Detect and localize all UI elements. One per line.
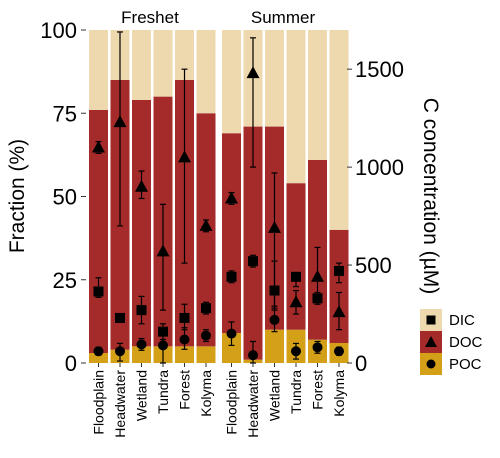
y-axis-label-left: Fraction (%) (6, 139, 29, 253)
left-tick-label: 0 (65, 351, 77, 376)
panel-strip-summer (219, 3, 347, 30)
point-poc (158, 340, 168, 351)
point-poc (179, 334, 190, 345)
point-doc (246, 66, 260, 79)
bar-segment-doc (243, 126, 263, 360)
point-dic (115, 312, 125, 323)
x-tick-label: Headwater (245, 370, 261, 438)
legend-label-doc: DOC (449, 334, 483, 351)
bar-segment-poc (132, 346, 151, 363)
left-tick-label: 75 (53, 101, 77, 126)
point-poc (248, 350, 258, 361)
point-dic (136, 305, 147, 316)
point-doc (135, 179, 148, 192)
point-doc (289, 295, 303, 308)
bar-segment-dic (132, 30, 151, 100)
x-tick-label: Forest (310, 370, 326, 410)
point-dic (158, 326, 168, 337)
right-tick-label: 0 (355, 351, 367, 376)
left-tick-label: 25 (53, 268, 77, 293)
point-doc (332, 305, 346, 318)
point-poc (115, 346, 125, 357)
point-doc (178, 150, 191, 163)
bar-segment-dic (286, 30, 306, 184)
y-axis-label-right: C concentration (µM) (419, 98, 442, 295)
bar-segment-doc (132, 99, 151, 347)
bar-segment-poc (89, 353, 108, 363)
point-poc (312, 342, 323, 353)
point-doc (199, 218, 213, 231)
x-tick-label: Wetland (134, 370, 150, 421)
legend-label-dic: DIC (449, 312, 475, 329)
panels (86, 30, 349, 364)
panel-title-freshet: Freshet (121, 8, 179, 27)
legend-marker-triangle (425, 336, 437, 347)
point-poc (93, 346, 104, 357)
point-dic (248, 256, 258, 267)
bar-segment-dic (175, 30, 194, 80)
point-dic (226, 271, 237, 282)
left-tick-label: 50 (53, 185, 77, 210)
point-doc (311, 269, 324, 282)
x-tick-label: Tundra (288, 370, 304, 414)
bar-segment-doc (222, 133, 241, 334)
x-tick-label: Forest (177, 370, 193, 410)
panel-headers: Freshet Summer (86, 3, 347, 30)
point-dic (179, 312, 190, 323)
legend-label-poc: POC (449, 356, 482, 373)
right-tick-label: 500 (355, 253, 392, 278)
left-tick-label: 100 (40, 18, 77, 43)
point-doc (92, 140, 105, 153)
bar-segment-poc (196, 346, 216, 363)
point-poc (269, 314, 280, 325)
bar-segment-dic (265, 30, 284, 127)
bar-segment-doc (286, 183, 306, 330)
x-tick-label: Wetland (267, 370, 283, 421)
point-poc (136, 339, 147, 350)
bar-segment-dic (222, 30, 241, 134)
bar-segment-poc (265, 329, 284, 363)
x-tick-label: Headwater (112, 370, 128, 438)
point-dic (201, 303, 211, 314)
x-tick-labels: Floodplain Headwater Wetland Tundra Forest Ko… (91, 363, 347, 438)
right-tick-label: 1500 (355, 57, 404, 82)
bar-segment-dic (89, 30, 108, 110)
x-tick-label: Floodplain (91, 370, 107, 435)
point-doc (113, 115, 127, 128)
x-tick-label: Floodplain (224, 370, 240, 435)
point-poc (201, 330, 211, 341)
point-doc (156, 244, 170, 257)
x-tick-label: Tundra (155, 370, 171, 414)
bar-segment-dic (308, 30, 327, 160)
point-doc (268, 220, 281, 233)
x-tick-label: Kolyma (198, 370, 214, 417)
bar-segment-dic (329, 30, 349, 230)
right-tick-label: 1000 (355, 155, 404, 180)
left-axis: 0 25 50 75 100 (40, 18, 86, 376)
panel-title-summer: Summer (251, 8, 316, 27)
point-dic (93, 286, 104, 297)
point-poc (334, 346, 344, 357)
legend: DIC DOC POC (420, 309, 483, 375)
point-poc (226, 328, 237, 339)
panel-freshet (89, 30, 216, 364)
point-dic (334, 265, 344, 276)
legend-marker-circle (426, 359, 436, 369)
point-poc (291, 346, 301, 357)
panel-strip-freshet (86, 3, 214, 30)
point-dic (291, 271, 301, 282)
legend-marker-square (426, 315, 436, 325)
x-tick-label: Kolyma (331, 370, 347, 417)
panel-summer (222, 30, 349, 364)
bar-segment-poc (175, 346, 194, 363)
point-doc (225, 191, 238, 204)
bar-segment-dic (153, 30, 173, 97)
right-axis: 0 500 1000 1500 (347, 57, 404, 376)
bar-segment-dic (196, 30, 216, 114)
bar-segment-poc (222, 333, 241, 363)
